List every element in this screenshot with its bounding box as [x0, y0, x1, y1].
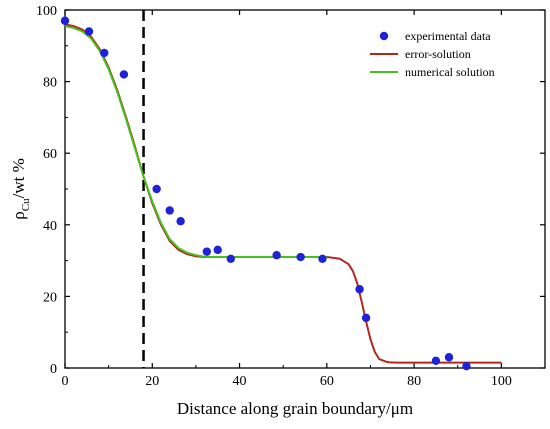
y-tick-label: 80 — [43, 76, 57, 91]
y-axis-title-subscript: Cu — [20, 198, 32, 211]
y-axis-title: ρCu/wt % — [9, 158, 32, 219]
y-tick-label: 100 — [36, 4, 57, 19]
data-point — [165, 206, 174, 215]
data-point — [119, 70, 129, 79]
data-point — [213, 245, 222, 255]
data-point — [100, 48, 109, 58]
y-axis-title-main: ρ — [9, 211, 28, 219]
data-point — [355, 285, 364, 294]
y-tick-label: 40 — [43, 219, 57, 234]
x-tick-label: 60 — [320, 374, 334, 389]
legend-label: numerical solution — [405, 65, 495, 79]
x-tick-label: 20 — [145, 374, 159, 389]
data-point — [226, 254, 236, 264]
legend-label: experimental data — [405, 29, 491, 43]
data-point — [296, 252, 305, 262]
legend-marker — [379, 31, 389, 41]
data-point — [318, 254, 327, 264]
data-point — [462, 362, 471, 371]
y-tick-label: 60 — [43, 147, 57, 162]
legend-label: error-solution — [405, 47, 471, 61]
plot-frame — [64, 9, 546, 369]
series-line-numerical-solution — [64, 25, 327, 258]
data-point — [444, 353, 454, 362]
data-point — [361, 313, 371, 323]
x-tick-label: 100 — [491, 374, 512, 389]
data-point — [272, 251, 281, 260]
data-point — [176, 217, 185, 226]
x-tick-label: 0 — [62, 374, 69, 389]
y-axis-title-unit: /wt % — [9, 158, 28, 198]
x-axis-title: Distance along grain boundary/μm — [177, 399, 413, 418]
data-point — [84, 27, 94, 36]
y-tick-label: 20 — [43, 290, 57, 305]
data-point — [60, 16, 70, 25]
y-tick-label: 0 — [50, 362, 57, 377]
data-point — [431, 356, 441, 366]
x-tick-label: 80 — [407, 374, 421, 389]
x-tick-label: 40 — [233, 374, 247, 389]
data-point — [202, 247, 212, 256]
data-point — [152, 184, 161, 194]
